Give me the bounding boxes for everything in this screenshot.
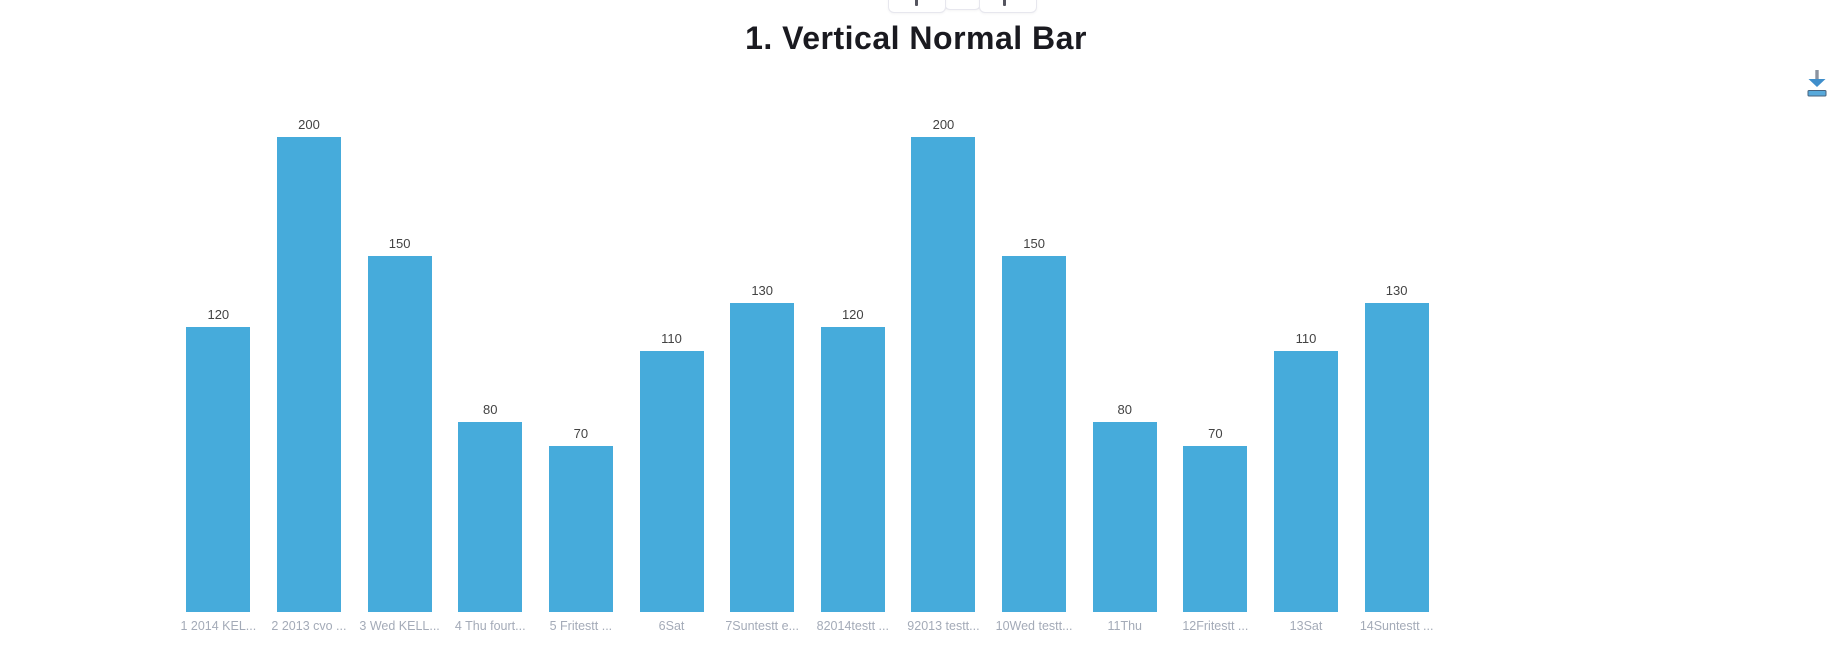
bar-slot: 120 xyxy=(173,137,264,612)
bar[interactable] xyxy=(639,351,704,612)
bar[interactable] xyxy=(1002,256,1067,612)
bar-value-label: 200 xyxy=(298,117,320,132)
bar-value-label: 80 xyxy=(1117,402,1132,417)
download-icon xyxy=(1807,69,1827,96)
download-button[interactable] xyxy=(1802,66,1832,102)
bar[interactable] xyxy=(911,137,976,612)
category-label: 11Thu xyxy=(1107,620,1142,633)
x-axis-labels: 1 2014 KEL... 2 2013 cvo ... 3 Wed KELL...… xyxy=(173,620,1442,634)
bar-value-label: 110 xyxy=(1295,331,1317,346)
bar-value-label: 70 xyxy=(1208,426,1223,441)
category-label: 6Sat xyxy=(658,620,685,633)
bar[interactable] xyxy=(1092,422,1157,612)
category-label: 4 Thu fourt... xyxy=(454,620,526,633)
bar[interactable] xyxy=(186,327,251,612)
next-button[interactable] xyxy=(979,0,1037,13)
bar[interactable] xyxy=(1364,303,1429,612)
bar-slot: 70 xyxy=(536,137,627,612)
category-label: 13Sat xyxy=(1289,620,1323,633)
category-label: 7Suntestt e... xyxy=(725,620,799,633)
category-label: 3 Wed KELL... xyxy=(359,620,440,633)
bar[interactable] xyxy=(458,422,523,612)
bar-slot: 200 xyxy=(898,118,989,612)
category-label: 10Wed testt... xyxy=(995,620,1073,633)
bar-value-label: 120 xyxy=(207,307,230,322)
bar-slot: 80 xyxy=(445,137,536,612)
bar-slot: 130 xyxy=(1351,137,1442,612)
bar-slot: 70 xyxy=(1170,137,1261,612)
bar[interactable] xyxy=(1274,351,1338,612)
category-label: 14Suntestt ... xyxy=(1359,620,1434,633)
clipped-glyph-icon xyxy=(915,0,918,6)
bar-value-label: 70 xyxy=(573,426,589,441)
bar[interactable] xyxy=(548,446,613,612)
bar-slot: 200 xyxy=(264,118,355,612)
bar-value-label: 150 xyxy=(1023,236,1045,251)
bar-chart: 120 200 150 80 70 110 130 120 200 150 80 70 110 130 xyxy=(173,118,1442,612)
category-label: 12Fritestt ... xyxy=(1182,620,1249,633)
category-label: 5 Fritestt ... xyxy=(549,620,613,633)
bar-value-label: 130 xyxy=(1385,283,1408,298)
bar-slot: 150 xyxy=(354,137,445,612)
bar-slot: 110 xyxy=(626,137,717,612)
chart-title: 1. Vertical Normal Bar xyxy=(745,20,1087,56)
bar-slot: 120 xyxy=(807,137,898,612)
category-label: 92013 testt... xyxy=(907,620,980,633)
bar-slot: 80 xyxy=(1079,137,1170,612)
category-label: 1 2014 KEL... xyxy=(180,620,257,633)
prev-button[interactable] xyxy=(888,0,946,13)
bar-value-label: 130 xyxy=(751,283,774,298)
page-indicator-button[interactable] xyxy=(944,0,981,10)
bar[interactable] xyxy=(1183,446,1248,612)
bar-value-label: 80 xyxy=(483,402,498,417)
bar[interactable] xyxy=(730,303,795,612)
bar-slot: 130 xyxy=(717,137,808,612)
bar[interactable] xyxy=(820,327,885,612)
bar-value-label: 200 xyxy=(932,117,955,132)
bar-value-label: 110 xyxy=(661,331,682,346)
category-label: 82014testt ... xyxy=(816,620,889,633)
bar[interactable] xyxy=(276,137,341,612)
bar-value-label: 150 xyxy=(388,236,411,251)
clipped-glyph-icon xyxy=(1003,0,1006,6)
bar-slot: 110 xyxy=(1261,137,1352,612)
bar-slot: 150 xyxy=(989,137,1080,612)
category-label: 2 2013 cvo ... xyxy=(271,620,347,633)
bar-value-label: 120 xyxy=(841,307,864,322)
bar[interactable] xyxy=(367,256,432,612)
